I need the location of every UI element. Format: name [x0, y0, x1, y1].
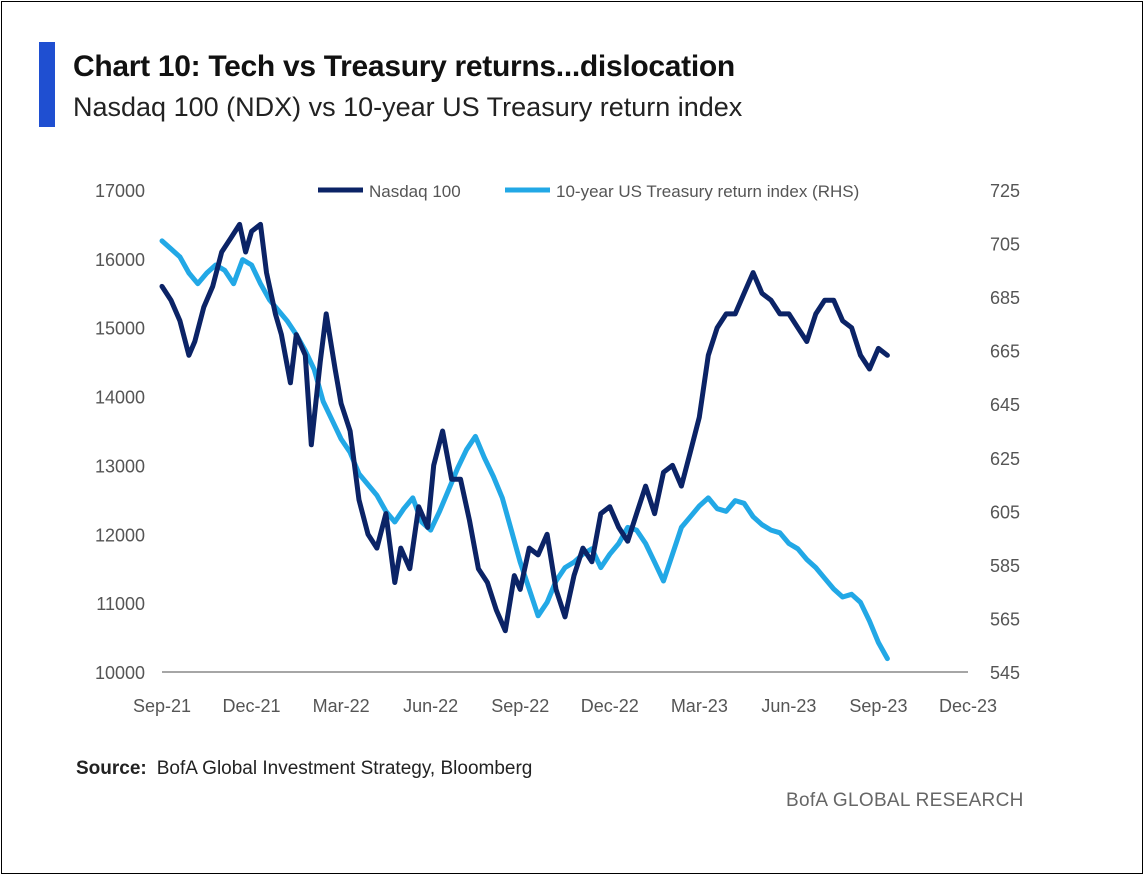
chart-title: Chart 10: Tech vs Treasury returns...dis…	[73, 50, 735, 83]
x-tick-label: Dec-22	[581, 696, 639, 716]
y-right-tick-label: 665	[990, 342, 1020, 362]
y-right-tick-label: 605	[990, 502, 1020, 522]
x-tick-label: Mar-22	[313, 696, 370, 716]
y-left-tick-label: 17000	[95, 181, 145, 201]
source-note: Source: BofA Global Investment Strategy, …	[76, 758, 532, 780]
legend-label-nasdaq: Nasdaq 100	[369, 182, 461, 201]
y-left-tick-label: 11000	[96, 594, 145, 614]
y-left-tick-label: 15000	[95, 319, 145, 339]
x-tick-label: Dec-21	[223, 696, 281, 716]
x-tick-label: Sep-21	[133, 696, 191, 716]
legend-label-treasury: 10-year US Treasury return index (RHS)	[556, 182, 859, 201]
x-tick-label: Mar-23	[671, 696, 728, 716]
chart-series	[159, 221, 890, 662]
source-label: Source:	[76, 758, 147, 779]
y-right-tick-label: 565	[990, 609, 1020, 629]
x-tick-label: Sep-22	[491, 696, 549, 716]
y-left-tick-label: 13000	[95, 456, 145, 476]
y-left-tick-label: 10000	[95, 663, 145, 683]
y-right-tick-label: 685	[990, 288, 1020, 308]
x-tick-label: Jun-22	[403, 696, 458, 716]
y-right-tick-label: 545	[990, 663, 1020, 683]
x-tick-label: Sep-23	[849, 696, 907, 716]
y-right-tick-label: 645	[990, 395, 1020, 415]
brand-mark: BofA GLOBAL RESEARCH	[786, 790, 1024, 811]
y-right-tick-label: 725	[990, 181, 1020, 201]
y-left-tick-label: 14000	[95, 388, 145, 408]
y-left-tick-label: 16000	[95, 250, 145, 270]
title-accent-bar	[39, 42, 55, 127]
nasdaq-series-line	[159, 221, 890, 634]
chart-legend: Nasdaq 100 10-year US Treasury return ind…	[318, 182, 859, 201]
y-right-tick-label: 585	[990, 556, 1020, 576]
y-right-tick-label: 705	[990, 235, 1020, 255]
y-right-tick-label: 625	[990, 449, 1020, 469]
source-text: BofA Global Investment Strategy, Bloombe…	[156, 758, 533, 779]
x-tick-label: Dec-23	[939, 696, 997, 716]
y-left-tick-label: 12000	[95, 525, 145, 545]
x-tick-label: Jun-23	[761, 696, 816, 716]
chart-subtitle: Nasdaq 100 (NDX) vs 10-year US Treasury …	[73, 92, 743, 122]
chart-axes: 10000 11000 12000 13000 14000 15000 16000 17000…	[95, 181, 1020, 716]
